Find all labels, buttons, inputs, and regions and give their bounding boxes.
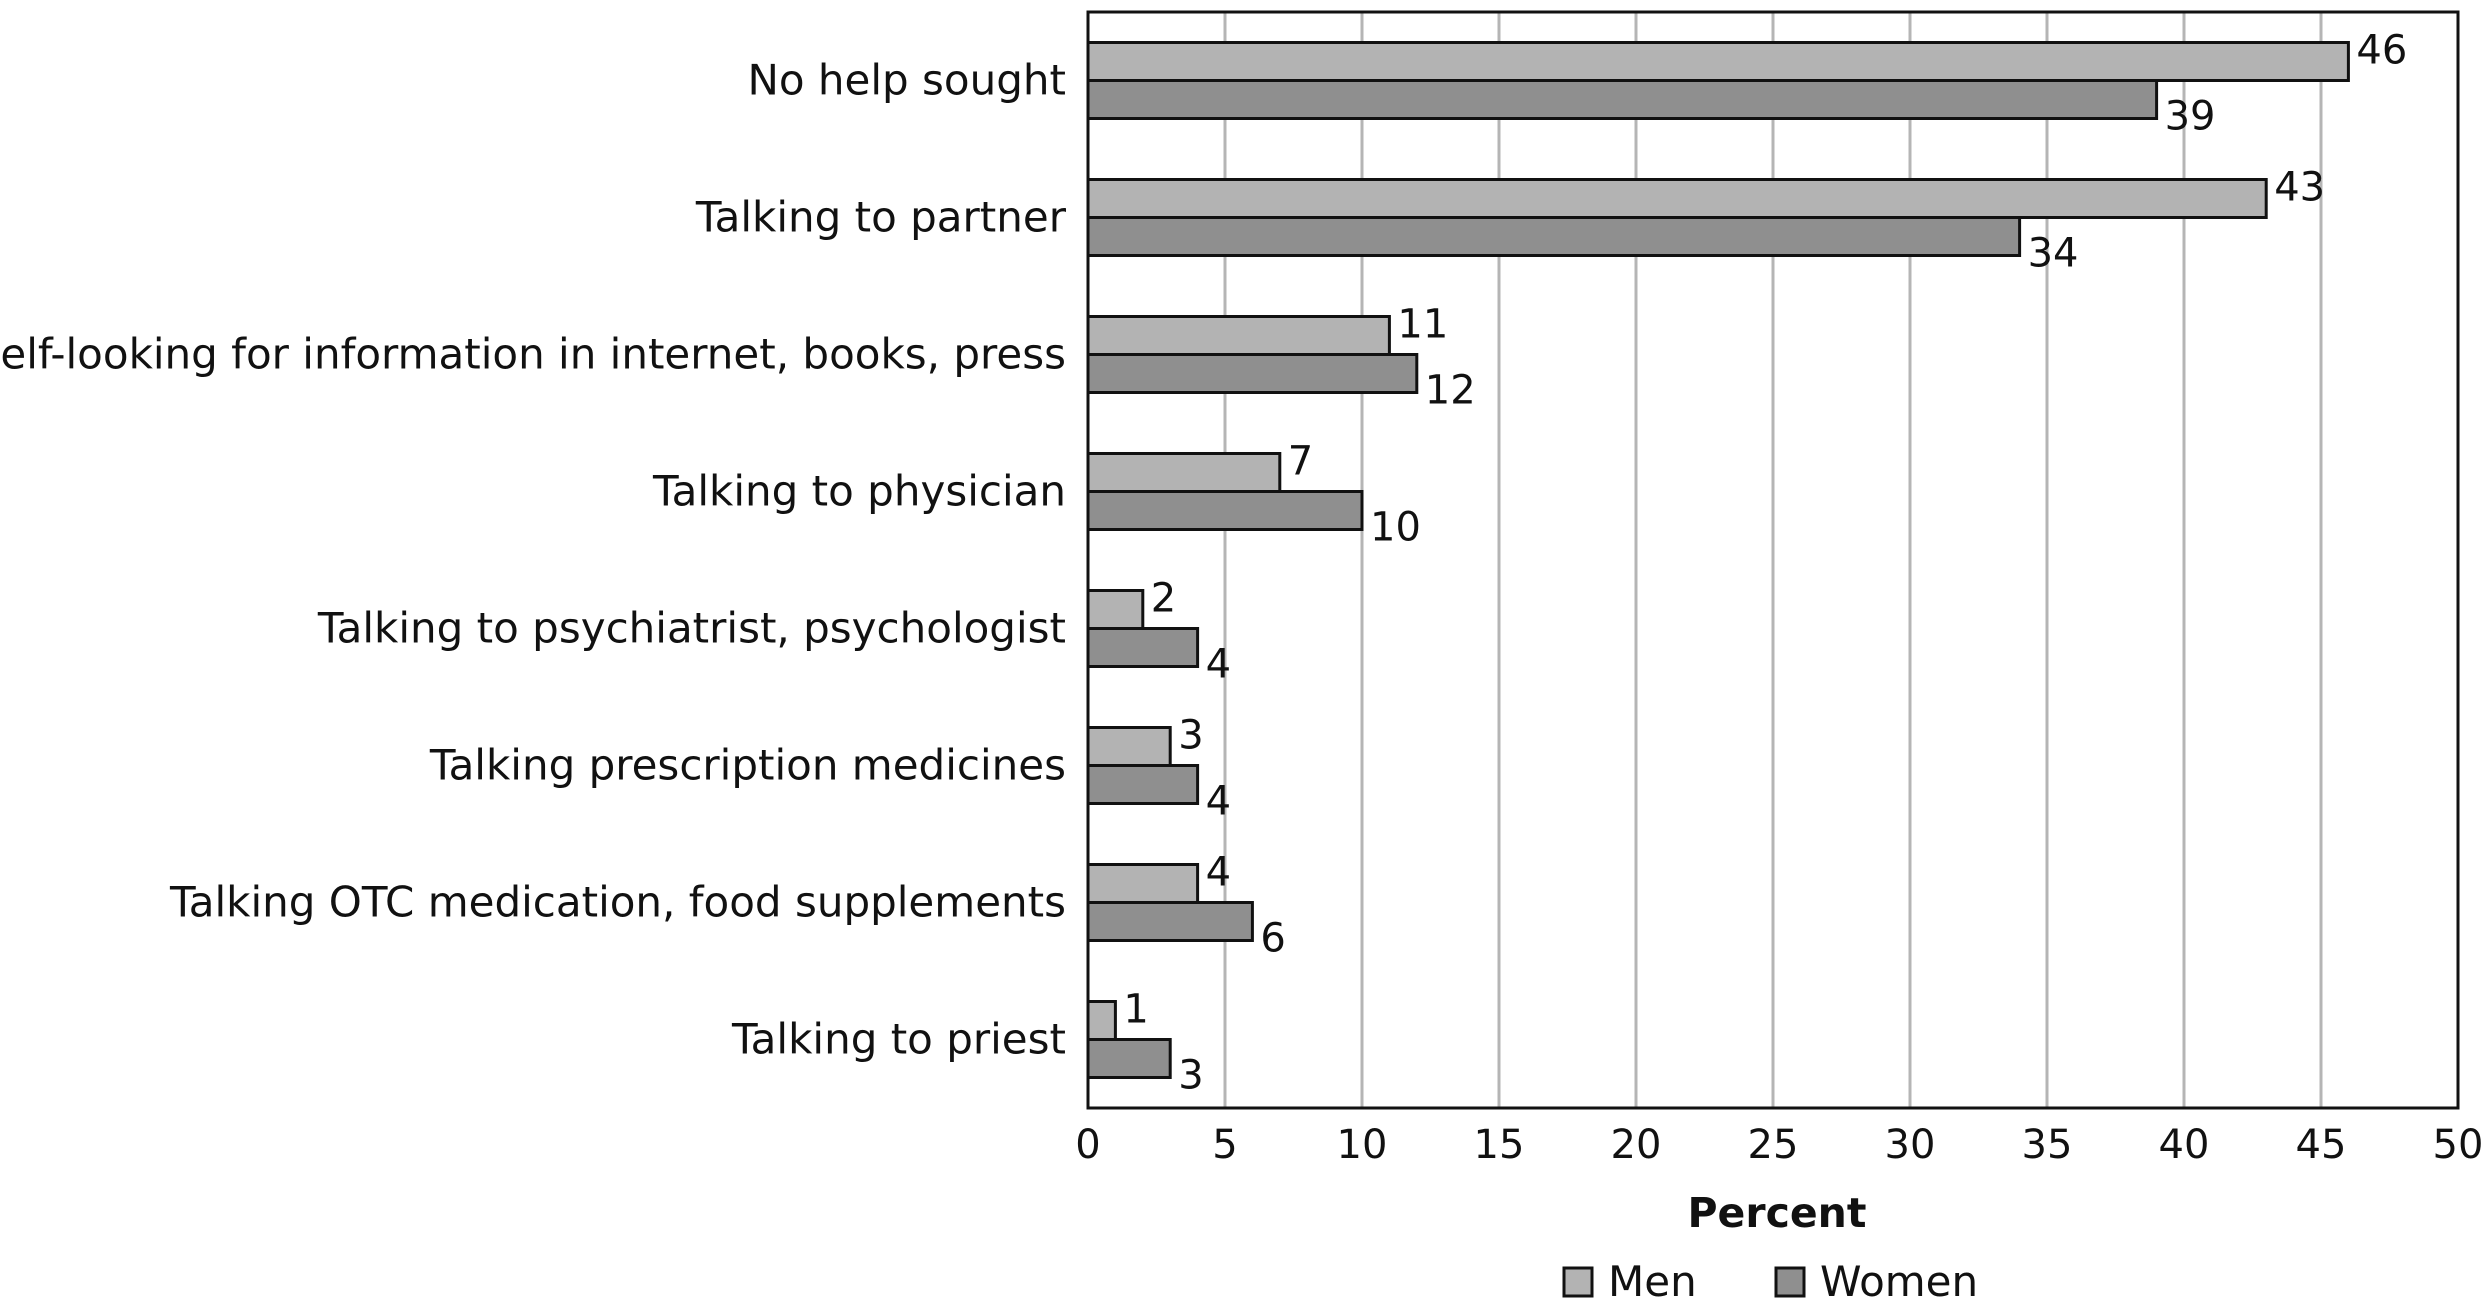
- category-label: No help sought: [747, 56, 1066, 105]
- data-label-women: 34: [2028, 231, 2079, 277]
- data-label-men: 3: [1178, 713, 1203, 759]
- data-label-men: 4: [1206, 850, 1231, 896]
- x-tick-label: 0: [1075, 1122, 1100, 1168]
- legend-label-men: Men: [1608, 1257, 1697, 1303]
- x-tick-labels: 0 5 10 15 20 25 30 35 40 45 50: [1075, 1122, 2483, 1168]
- bar-men: [1086, 315, 1391, 356]
- x-tick-label: 35: [2022, 1122, 2073, 1168]
- bar-women: [1086, 353, 1419, 394]
- plot-border: [1086, 10, 2460, 1110]
- bar-women: [1086, 1038, 1172, 1079]
- bar-men: [1086, 589, 1145, 630]
- bar-men: [1086, 452, 1282, 493]
- x-tick-label: 20: [1611, 1122, 1662, 1168]
- category-label: Talking to priest: [731, 1015, 1066, 1064]
- data-label-men: 43: [2274, 165, 2325, 211]
- data-label-women: 6: [1260, 916, 1285, 962]
- data-label-men: 1: [1123, 987, 1148, 1033]
- category-label: Talking to psychiatrist, psychologist: [317, 604, 1066, 653]
- x-tick-label: 45: [2296, 1122, 2347, 1168]
- bar-women: [1086, 627, 1200, 668]
- bar-men: [1086, 178, 2268, 219]
- data-label-men: 2: [1151, 576, 1176, 622]
- data-label-men: 46: [2356, 28, 2407, 74]
- data-label-men: 7: [1288, 439, 1313, 485]
- bar-women: [1086, 79, 2159, 120]
- data-label-women: 4: [1206, 779, 1231, 825]
- bar-men: [1086, 863, 1200, 904]
- bar-women: [1086, 216, 2022, 257]
- x-axis-title: Percent: [1688, 1189, 1867, 1237]
- legend-swatch-men: [1562, 1266, 1594, 1298]
- data-label-women: 10: [1370, 505, 1421, 551]
- legend: Men Women: [1562, 1257, 1978, 1303]
- bar-women: [1086, 490, 1364, 531]
- bar-men: [1086, 41, 2350, 82]
- bars: [1086, 41, 2350, 1079]
- legend-swatch-women: [1774, 1266, 1806, 1298]
- bar-women: [1086, 764, 1200, 805]
- bar-women: [1086, 901, 1254, 942]
- gridlines: [1223, 12, 2323, 1108]
- bar-men: [1086, 726, 1172, 767]
- data-label-men: 11: [1397, 302, 1448, 348]
- data-label-women: 4: [1206, 642, 1231, 688]
- x-tick-label: 15: [1474, 1122, 1525, 1168]
- x-tick-label: 5: [1212, 1122, 1237, 1168]
- x-tick-label: 40: [2159, 1122, 2210, 1168]
- category-label: Self-looking for information in internet…: [0, 330, 1066, 379]
- x-tick-label: 30: [1885, 1122, 1936, 1168]
- category-labels: No help sought Talking to partner Self-loo…: [0, 56, 1067, 1064]
- category-label: Talking to physician: [652, 467, 1066, 516]
- x-tick-label: 10: [1337, 1122, 1388, 1168]
- category-label: Talking OTC medication, food supplements: [169, 878, 1066, 927]
- x-tick-label: 25: [1748, 1122, 1799, 1168]
- category-label: Talking to partner: [695, 193, 1067, 242]
- legend-label-women: Women: [1820, 1257, 1978, 1303]
- x-tick-label: 50: [2433, 1122, 2484, 1168]
- category-label: Talking prescription medicines: [429, 741, 1066, 790]
- data-label-women: 39: [2165, 94, 2216, 140]
- bar-men: [1086, 1000, 1117, 1041]
- plot-frame: [1086, 10, 2460, 1110]
- data-label-women: 12: [1425, 368, 1476, 414]
- data-label-women: 3: [1178, 1053, 1203, 1099]
